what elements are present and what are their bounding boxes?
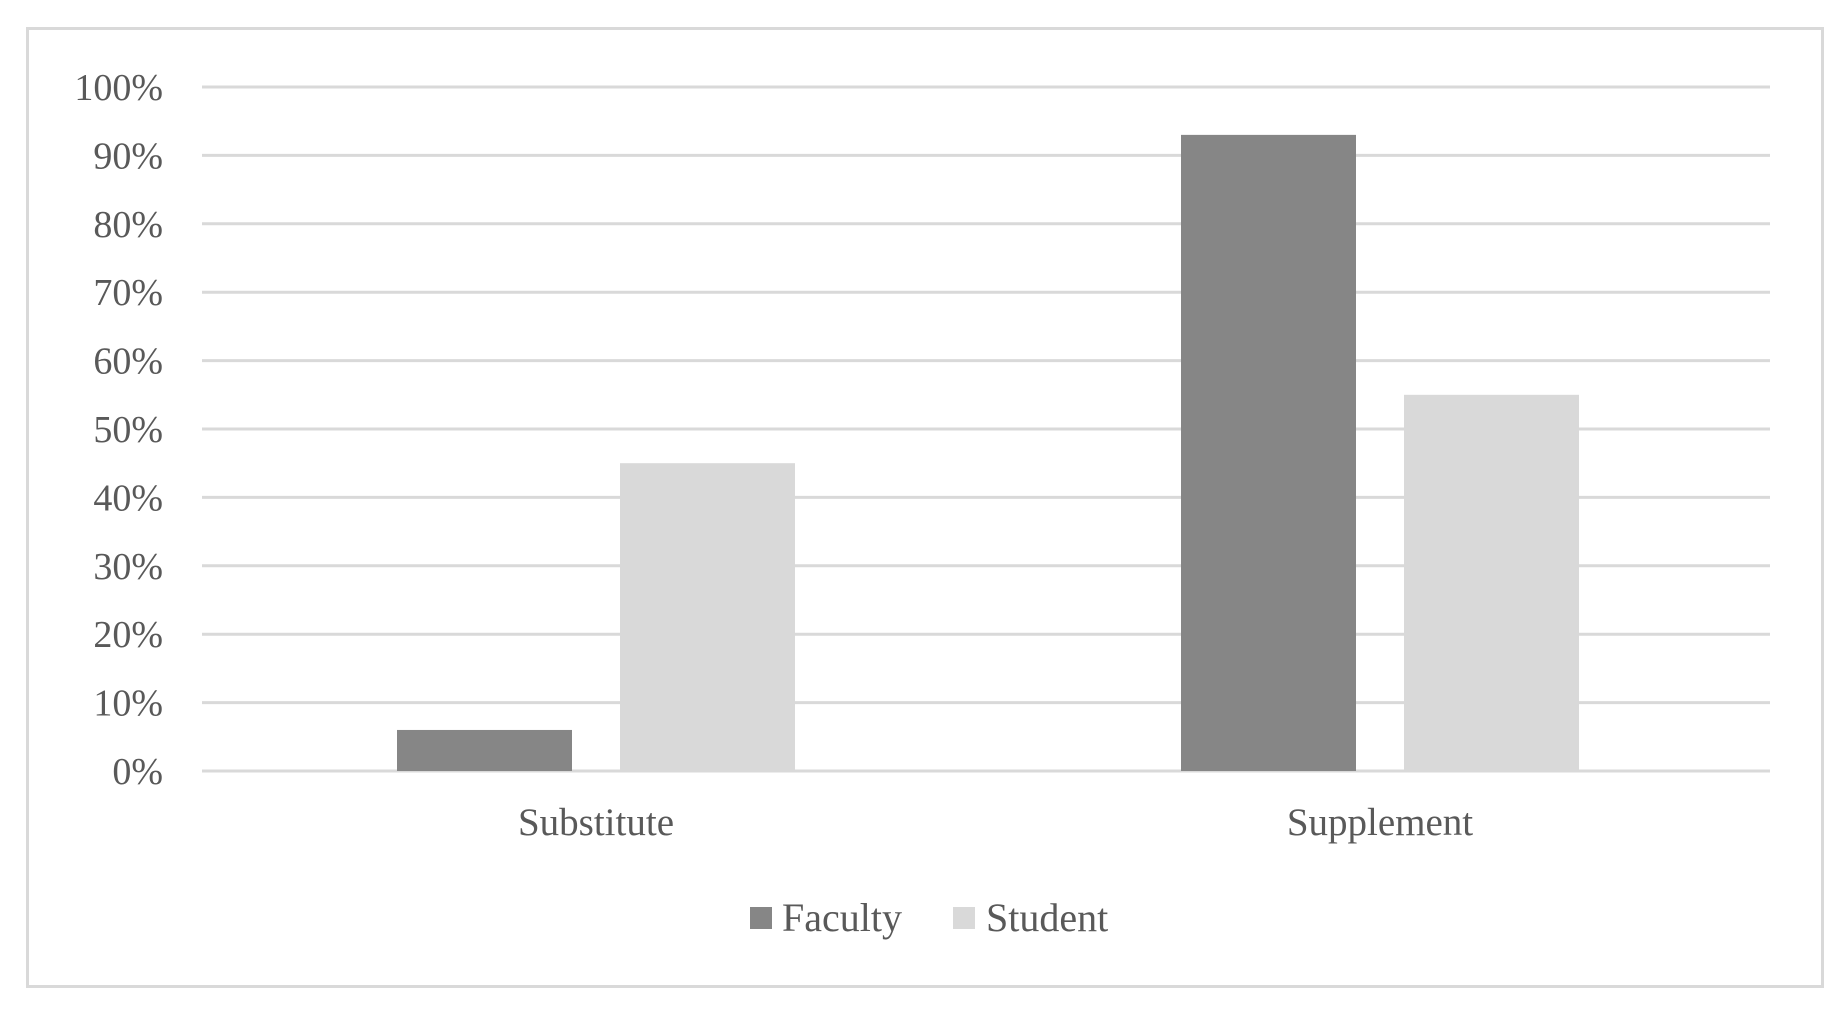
y-tick-label: 20% — [93, 614, 163, 656]
y-tick-label: 100% — [74, 67, 163, 109]
legend-item-faculty: Faculty — [750, 895, 902, 940]
legend-swatch — [953, 907, 975, 929]
bar-student-substitute — [620, 463, 795, 771]
legend: Faculty Student — [750, 895, 1108, 940]
x-category-label: Substitute — [518, 801, 674, 844]
y-tick-label: 70% — [93, 272, 163, 314]
legend-item-student: Student — [953, 895, 1108, 940]
y-tick-label: 40% — [93, 477, 163, 519]
legend-label: Student — [986, 895, 1108, 940]
bars — [397, 134, 1579, 771]
legend-swatch — [750, 907, 772, 929]
y-tick-label: 10% — [93, 683, 163, 725]
bar-faculty-substitute — [397, 729, 572, 771]
x-category-label: Supplement — [1287, 801, 1473, 844]
y-tick-label: 60% — [93, 341, 163, 383]
y-tick-label: 50% — [93, 409, 163, 451]
bar-student-supplement — [1404, 394, 1579, 771]
y-axis-tick-labels: 0% 10% 20% 30% 40% 50% 60% 70% 80% 90% 100% — [74, 67, 163, 793]
y-tick-label: 90% — [93, 135, 163, 177]
y-tick-label: 30% — [93, 546, 163, 588]
legend-label: Faculty — [782, 895, 902, 940]
y-tick-label: 80% — [93, 204, 163, 246]
bar-faculty-supplement — [1181, 134, 1356, 771]
y-tick-label: 0% — [112, 751, 163, 793]
x-axis-category-labels: Substitute Supplement — [518, 801, 1473, 844]
